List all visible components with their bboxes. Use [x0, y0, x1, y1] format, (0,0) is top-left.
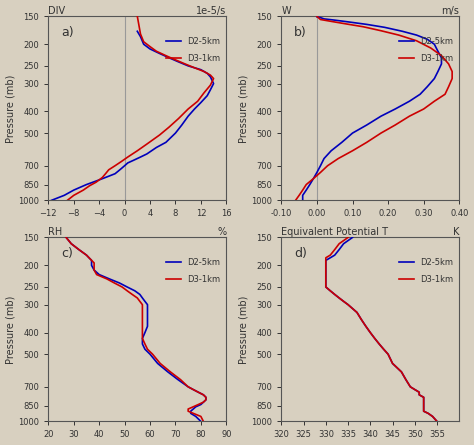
Legend: D2-5km, D3-1km: D2-5km, D3-1km	[395, 33, 457, 67]
Text: b): b)	[294, 25, 307, 39]
Y-axis label: Pressure (mb): Pressure (mb)	[6, 295, 16, 364]
Legend: D2-5km, D3-1km: D2-5km, D3-1km	[395, 255, 457, 287]
Y-axis label: Pressure (mb): Pressure (mb)	[238, 74, 248, 142]
Legend: D2-5km, D3-1km: D2-5km, D3-1km	[162, 33, 224, 67]
Text: Equivalent Potential T: Equivalent Potential T	[282, 227, 388, 237]
Text: 1e-5/s: 1e-5/s	[196, 5, 226, 16]
Text: %: %	[217, 227, 226, 237]
Y-axis label: Pressure (mb): Pressure (mb)	[6, 74, 16, 142]
Legend: D2-5km, D3-1km: D2-5km, D3-1km	[162, 255, 224, 287]
Text: RH: RH	[48, 227, 63, 237]
Y-axis label: Pressure (mb): Pressure (mb)	[238, 295, 248, 364]
Text: W: W	[282, 5, 291, 16]
Text: d): d)	[294, 247, 307, 259]
Text: K: K	[453, 227, 459, 237]
Text: a): a)	[61, 25, 73, 39]
Text: m/s: m/s	[441, 5, 459, 16]
Text: DIV: DIV	[48, 5, 65, 16]
Text: c): c)	[61, 247, 73, 259]
